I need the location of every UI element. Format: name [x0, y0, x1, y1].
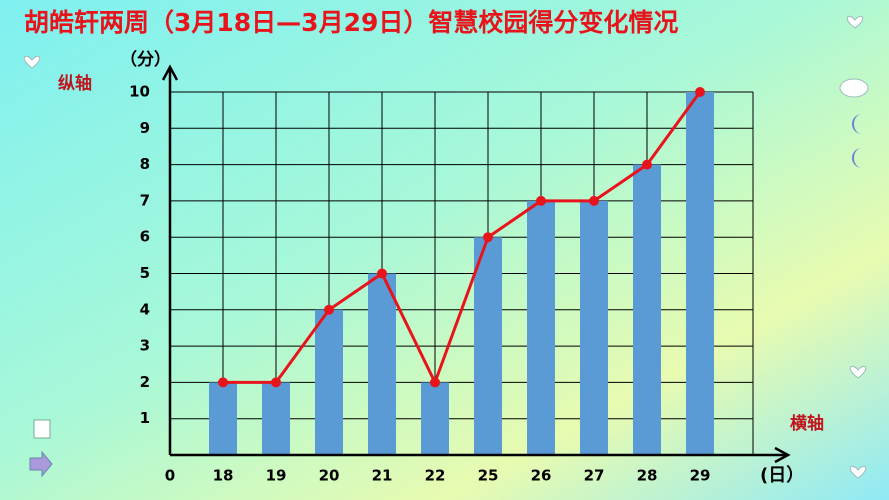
- line-point: [536, 195, 546, 206]
- bar: [262, 382, 290, 455]
- decoration: [839, 78, 869, 98]
- bar: [474, 237, 502, 455]
- decoration: [33, 419, 51, 439]
- x-tick-label: 21: [372, 467, 393, 485]
- x-tick-label: 18: [213, 467, 234, 485]
- x-axis-label: 横轴: [790, 413, 824, 434]
- line-point: [377, 268, 387, 279]
- y-axis-unit: （分）: [120, 49, 171, 70]
- line: [223, 91, 702, 387]
- line-point: [271, 377, 281, 388]
- y-axis-label: 纵轴: [58, 73, 92, 94]
- x-tick-label: 28: [637, 467, 658, 485]
- bar: [315, 309, 343, 455]
- bar: [368, 273, 396, 455]
- x-axis-arrow: [774, 446, 791, 464]
- decoration: [852, 148, 862, 168]
- bar: [580, 200, 608, 455]
- x-tick-label: 27: [584, 467, 605, 485]
- line-point: [324, 304, 334, 315]
- y-tick-label: 2: [140, 373, 150, 391]
- line-point: [430, 377, 440, 388]
- x-tick-label: 19: [266, 467, 287, 485]
- y-tick-label: 9: [140, 119, 150, 137]
- x-tick-label: 22: [425, 467, 446, 485]
- bar: [527, 200, 555, 455]
- x-tick-label: 20: [319, 467, 340, 485]
- y-tick-label: 3: [140, 337, 150, 355]
- line-point: [642, 159, 652, 170]
- x-tick-label: 29: [690, 467, 711, 485]
- bar: [633, 164, 661, 455]
- y-axis-arrow: [161, 64, 179, 81]
- y-tick-label: 5: [140, 264, 150, 282]
- x-axis-unit: (日）: [760, 465, 804, 486]
- y-tick-label: 8: [140, 155, 150, 173]
- y-tick-label: 6: [140, 228, 150, 246]
- y-tick-label: 0: [165, 467, 175, 485]
- y-tick-label: 1: [140, 409, 150, 427]
- decoration: [29, 450, 53, 478]
- bar: [686, 92, 714, 455]
- y-tick-label: 4: [140, 300, 150, 318]
- line-point: [695, 87, 705, 97]
- line-point: [218, 377, 228, 388]
- x-tick-label: 25: [478, 467, 499, 485]
- line-point: [483, 232, 493, 243]
- y-tick-label: 7: [140, 191, 150, 209]
- chart-title: 胡皓轩两周（3月18日—3月29日）智慧校园得分变化情况: [24, 8, 678, 37]
- y-tick-label: 10: [129, 83, 150, 101]
- bar: [421, 382, 449, 455]
- decoration: [852, 114, 862, 134]
- bar: [209, 382, 237, 455]
- line-point: [589, 195, 599, 206]
- x-tick-label: 26: [531, 467, 552, 485]
